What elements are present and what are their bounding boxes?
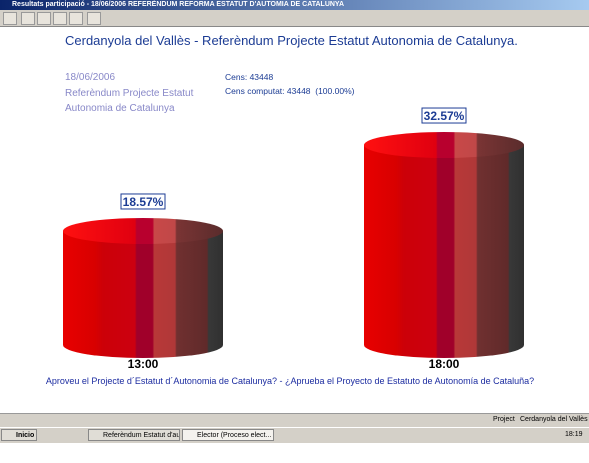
status-label: Project (493, 416, 515, 423)
question: Aproveu el Projecte d´Estatut d´Autonomi… (46, 376, 534, 386)
screen: Resultats participació - 18/06/2006 REFE… (0, 0, 589, 443)
task-button[interactable]: Referèndum Estatut d'aut... (88, 429, 180, 441)
tool-button[interactable] (21, 12, 35, 25)
tool-button[interactable] (69, 12, 83, 25)
page-title: Cerdanyola del Vallès - Referèndum Proje… (65, 33, 518, 48)
tool-button[interactable] (87, 12, 101, 25)
tool-button[interactable] (3, 12, 17, 25)
election: Autonomia de Catalunya (65, 103, 175, 114)
window-title: Resultats participació - 18/06/2006 REFE… (0, 0, 589, 10)
category-label: 18:00 (429, 357, 460, 371)
category-label: 13:00 (128, 357, 159, 371)
value-label-box (421, 107, 467, 124)
toolbar (0, 10, 589, 27)
cylinder-top (364, 132, 524, 159)
tool-button[interactable] (37, 12, 51, 25)
tool-button[interactable] (53, 12, 67, 25)
cens: Cens: 43448 (225, 72, 273, 82)
clock: 18:19 (565, 431, 583, 438)
status-value: Cerdanyola del Vallès (520, 416, 588, 423)
cens-computat: Cens computat: 43448 (100.00%) (225, 86, 355, 96)
value-label-box (120, 193, 166, 210)
election: Referèndum Projecte Estatut (65, 88, 194, 99)
date: 18/06/2006 (65, 72, 115, 83)
cylinder-body (63, 230, 223, 345)
start-button[interactable]: Inicio (1, 429, 37, 441)
cylinder-top (63, 217, 223, 244)
taskbar: Inicio Referèndum Estatut d'aut... Elect… (0, 427, 589, 443)
status-bar: Project Cerdanyola del Vallès (0, 413, 589, 427)
chart: Cerdanyola del Vallès - Referèndum Proje… (46, 33, 534, 386)
task-button[interactable]: Elector (Proceso elect... (182, 429, 274, 441)
value-label: 32.57% (424, 109, 465, 123)
value-label: 18.57% (123, 195, 164, 209)
cylinder-body (364, 145, 524, 345)
